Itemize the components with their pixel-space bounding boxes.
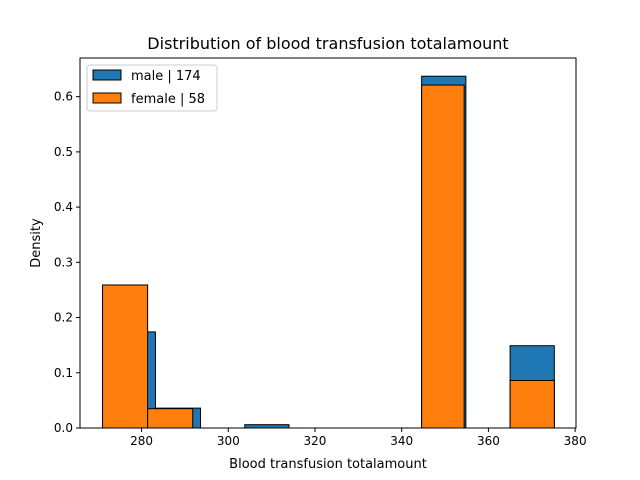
- chart-title: Distribution of blood transfusion totala…: [147, 34, 508, 53]
- y-tick-label: 0.4: [54, 200, 73, 214]
- x-ticks: 280 300 320 340 360 380: [130, 428, 587, 448]
- x-tick-label: 340: [390, 434, 413, 448]
- x-tick-label: 300: [217, 434, 240, 448]
- plot-area: [80, 58, 576, 428]
- bar-female-1: [147, 408, 194, 429]
- y-tick-label: 0.2: [54, 311, 73, 325]
- axes-frame: [79, 57, 577, 429]
- x-tick-label: 360: [477, 434, 500, 448]
- y-tick-label: 0.3: [54, 255, 73, 269]
- bars-layer: [102, 75, 555, 429]
- y-tick-label: 0.5: [54, 145, 73, 159]
- y-tick-label: 0.6: [54, 90, 73, 104]
- legend-label-male: male | 174: [131, 69, 201, 84]
- legend-swatch-male: [92, 69, 122, 81]
- y-tick-label: 0.1: [54, 366, 73, 380]
- x-tick-label: 280: [130, 434, 153, 448]
- legend-label-female: female | 58: [131, 92, 205, 107]
- bar-female-0: [102, 284, 149, 429]
- bar-female-2: [421, 84, 465, 429]
- bar-female-3: [509, 380, 555, 429]
- x-tick-label: 380: [564, 434, 587, 448]
- x-tick-label: 320: [304, 434, 327, 448]
- y-tick-label: 0.0: [54, 421, 73, 435]
- legend: male | 174 female | 58: [86, 64, 218, 112]
- y-ticks: 0.0 0.1 0.2 0.3 0.4 0.5 0.6: [54, 90, 80, 435]
- legend-swatch-female: [92, 92, 122, 104]
- y-axis-label: Density: [29, 218, 44, 268]
- x-axis-label: Blood transfusion totalamount: [229, 457, 427, 472]
